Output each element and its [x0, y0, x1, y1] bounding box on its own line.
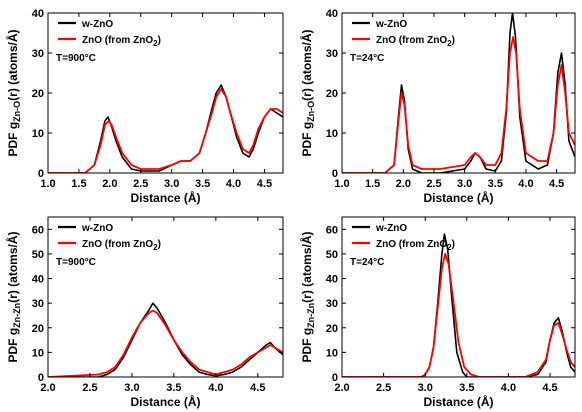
x-axis-label: Distance (Å) [130, 190, 200, 205]
temperature-annotation: T=900°C [56, 53, 96, 64]
panel-bottom-left: 2.0 2.5 3.0 3.5 4.0 4.5 0 10 20 30 40 50 60 Distance … [5, 216, 284, 409]
x-tick-label: 4.0 [226, 178, 241, 190]
x-tick-label: 4.5 [542, 382, 557, 394]
y-axis-label-subscript: Zn-Zn [12, 303, 22, 328]
x-tick-label: 3.5 [488, 178, 503, 190]
y-tick-label: 0 [38, 372, 44, 384]
x-tick-label: 4.5 [257, 178, 272, 190]
y-axis-label-main: PDF g [6, 122, 20, 157]
plot-frame [341, 216, 576, 378]
legend-label: ZnO (from ZnO2) [376, 239, 455, 252]
x-tick-label: 3.5 [166, 382, 181, 394]
series-w-zno-line [48, 302, 283, 377]
y-tick-label: 10 [32, 347, 44, 359]
x-tick-label: 2.5 [133, 178, 148, 190]
y-tick-label: 40 [326, 274, 338, 286]
y-axis-label: PDF gZn-Zn(r) (atoms/Å) [5, 231, 22, 362]
y-axis-label-main: PDF g [300, 328, 314, 363]
x-tick-label: 2.0 [102, 178, 117, 190]
y-tick-label: 10 [326, 128, 338, 140]
x-tick-label: 2.5 [82, 382, 97, 394]
x-tick-label: 1.0 [40, 178, 55, 190]
y-tick-label: 10 [326, 347, 338, 359]
x-tick-label: 3.0 [164, 178, 179, 190]
legend-label: ZnO (from ZnO2) [82, 239, 161, 252]
x-tick-label: 3.0 [418, 382, 433, 394]
y-tick-label: 50 [32, 249, 44, 261]
series-zno-from-zno2-line [342, 253, 575, 377]
x-axis-label: Distance (Å) [130, 394, 200, 409]
x-axis-label: Distance (Å) [423, 190, 493, 205]
temperature-annotation: T=24°C [350, 53, 384, 64]
x-tick-label: 4.5 [549, 178, 564, 190]
y-axis-label-tail: (r) (atoms/Å) [5, 231, 20, 302]
y-tick-label: 50 [326, 249, 338, 261]
x-tick-label: 2.0 [40, 382, 55, 394]
y-tick-label: 30 [32, 298, 44, 310]
legend-label: w-ZnO [375, 223, 407, 234]
x-tick-label: 2.5 [426, 178, 441, 190]
y-tick-label: 40 [32, 8, 44, 20]
x-tick-label: 4.5 [250, 382, 265, 394]
y-axis-label-subscript: Zn-O [12, 101, 22, 122]
y-axis-label: PDF gZn-Zn(r) (atoms/Å) [299, 231, 316, 362]
y-tick-label: 0 [38, 168, 44, 180]
y-tick-label: 60 [326, 224, 338, 236]
legend-label: w-ZnO [81, 19, 113, 30]
legend-label: ZnO (from ZnO2) [82, 35, 161, 48]
x-tick-label: 3.0 [124, 382, 139, 394]
x-tick-label: 4.0 [208, 382, 223, 394]
y-tick-label: 20 [326, 88, 338, 100]
temperature-annotation: T=24°C [350, 257, 384, 268]
x-tick-label: 1.0 [334, 178, 349, 190]
y-axis-label-tail: (r) (atoms/Å) [5, 29, 20, 100]
y-axis-label-main: PDF g [6, 328, 20, 363]
y-axis-label-subscript: Zn-Zn [306, 303, 316, 328]
plot-frame [47, 216, 284, 378]
legend-label: w-ZnO [375, 19, 407, 30]
y-axis-label: PDF gZn-O(r) (atoms/Å) [5, 29, 22, 156]
y-axis-label-tail: (r) (atoms/Å) [299, 29, 314, 100]
x-tick-label: 1.5 [365, 178, 380, 190]
x-tick-label: 3.0 [457, 178, 472, 190]
series-zno-from-zno2-line [48, 309, 283, 377]
x-tick-label: 3.5 [459, 382, 474, 394]
y-tick-label: 30 [32, 48, 44, 60]
y-tick-label: 20 [32, 323, 44, 335]
y-tick-label: 0 [332, 168, 338, 180]
legend-label: ZnO (from ZnO2) [376, 35, 455, 48]
x-tick-label: 2.0 [334, 382, 349, 394]
y-tick-label: 60 [32, 224, 44, 236]
panel-top-left: 1.0 1.5 2.0 2.5 3.0 3.5 4.0 4.5 0 10 20 30 40 Distanc… [5, 8, 284, 205]
y-tick-label: 10 [32, 128, 44, 140]
temperature-annotation: T=900°C [56, 257, 96, 268]
legend-label: w-ZnO [81, 223, 113, 234]
panel-bottom-right: 2.0 2.5 3.0 3.5 4.0 4.5 0 10 20 30 40 50 60 Distance … [299, 216, 576, 409]
x-axis-label: Distance (Å) [423, 394, 493, 409]
series-w-zno-line [48, 84, 283, 173]
y-tick-label: 40 [326, 8, 338, 20]
x-tick-label: 3.5 [195, 178, 210, 190]
y-tick-label: 0 [332, 372, 338, 384]
y-tick-label: 30 [326, 48, 338, 60]
y-tick-label: 30 [326, 298, 338, 310]
x-tick-label: 4.0 [518, 178, 533, 190]
y-axis-label-subscript: Zn-O [306, 101, 316, 122]
x-tick-label: 2.5 [376, 382, 391, 394]
series-w-zno-line [342, 233, 575, 377]
series-zno-from-zno2-line [342, 36, 575, 173]
y-tick-label: 20 [32, 88, 44, 100]
y-tick-label: 40 [32, 274, 44, 286]
series-zno-from-zno2-line [48, 88, 283, 173]
y-axis-label-main: PDF g [300, 122, 314, 157]
y-tick-label: 20 [326, 323, 338, 335]
panel-top-right: 1.0 1.5 2.0 2.5 3.0 3.5 4.0 4.5 0 10 20 30 40 Distanc… [299, 8, 576, 205]
y-axis-label-tail: (r) (atoms/Å) [299, 231, 314, 302]
x-tick-label: 2.0 [396, 178, 411, 190]
x-tick-label: 4.0 [501, 382, 516, 394]
y-axis-label: PDF gZn-O(r) (atoms/Å) [299, 29, 316, 156]
x-tick-label: 1.5 [71, 178, 86, 190]
